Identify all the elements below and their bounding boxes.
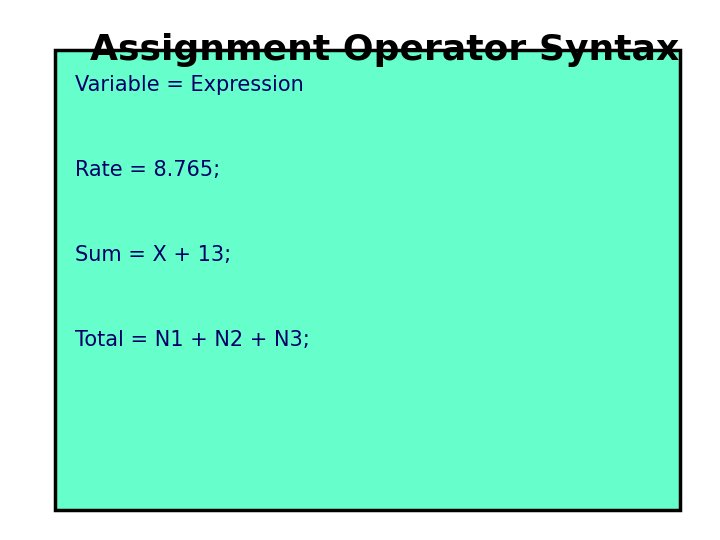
Text: Assignment Operator Syntax: Assignment Operator Syntax bbox=[90, 33, 679, 67]
Text: Total = N1 + N2 + N3;: Total = N1 + N2 + N3; bbox=[75, 330, 310, 350]
Text: Variable = Expression: Variable = Expression bbox=[75, 75, 304, 95]
Bar bbox=[55, 50, 680, 510]
Text: Sum = X + 13;: Sum = X + 13; bbox=[75, 245, 231, 265]
Text: Rate = 8.765;: Rate = 8.765; bbox=[75, 160, 220, 180]
